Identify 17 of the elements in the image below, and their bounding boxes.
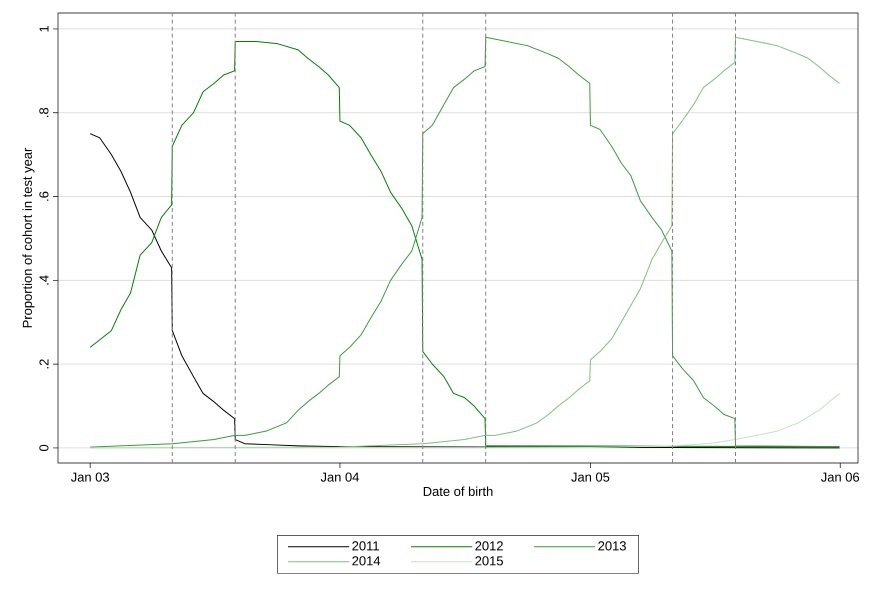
y-tick-label: 1 bbox=[40, 26, 48, 32]
x-tick-label: Jan 06 bbox=[820, 472, 860, 482]
legend-label: 2012 bbox=[475, 541, 503, 550]
legend-label: 2015 bbox=[475, 556, 503, 566]
legend-label: 2013 bbox=[598, 541, 626, 550]
y-tick-label: 0 bbox=[39, 444, 48, 452]
x-tick-label: Jan 03 bbox=[70, 472, 110, 482]
legend-label: 2014 bbox=[352, 556, 380, 566]
y-tick-label: .2 bbox=[39, 359, 48, 368]
legend-label: 2011 bbox=[352, 541, 379, 550]
x-tick-label: Jan 05 bbox=[571, 472, 610, 482]
x-tick-label: Jan 04 bbox=[320, 472, 360, 482]
y-tick-label: .6 bbox=[39, 192, 48, 201]
x-axis-title: Date of birth bbox=[424, 486, 492, 496]
y-axis-title: Proportion of cohort in test year bbox=[22, 148, 34, 328]
y-tick-label: .4 bbox=[40, 275, 48, 285]
y-tick-label: .8 bbox=[39, 108, 48, 117]
